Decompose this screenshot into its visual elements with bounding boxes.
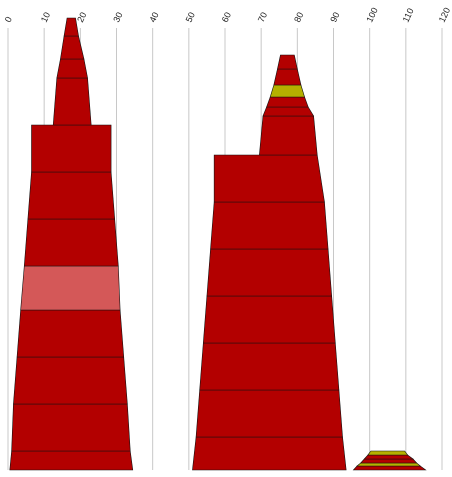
stack-2-layer-4	[202, 295, 336, 344]
x-tick-labels: 0 10 20 30 40 50 60 70 80 90 100 110 120	[3, 6, 452, 24]
stack-2-layer-12	[273, 68, 302, 86]
x-tick-label: 100	[364, 6, 379, 24]
stack-2-layer-8	[259, 115, 318, 156]
stack-3-layer-3	[359, 458, 418, 464]
stack-1-layer-1	[9, 450, 134, 471]
x-tick-label: 120	[437, 6, 452, 24]
stack-1-layer-8	[31, 124, 112, 173]
x-tick-label: 20	[75, 11, 88, 24]
stack-1-layer-7	[27, 171, 116, 220]
x-tick-label: 60	[220, 11, 233, 24]
stacks	[9, 17, 427, 471]
stack-1-layer-10	[56, 58, 88, 79]
x-tick-label: 70	[256, 11, 269, 24]
stack-3-layer-2	[356, 462, 422, 467]
stack-2-layer-13	[277, 54, 298, 70]
x-tick-label: 40	[147, 11, 160, 24]
stack-2-layer-7	[213, 154, 325, 203]
x-tick-label: 90	[328, 11, 341, 24]
stack-2-layer-3	[199, 342, 340, 391]
stack-1-layer-12	[63, 17, 79, 37]
stack-2-layer-9	[262, 106, 315, 117]
stack-2-layer-5	[206, 248, 333, 297]
stack-2-layer-10	[266, 96, 309, 108]
stack-3-layer-1	[352, 465, 427, 471]
stack-2-layer-11	[269, 84, 305, 98]
stack-1-layer-2	[11, 403, 131, 452]
stack-1-layer-3	[13, 356, 128, 405]
stack-3-layer-5	[367, 450, 409, 456]
stack-1-layer-6	[23, 218, 119, 267]
x-tick-label: 0	[3, 15, 14, 24]
x-tick-label: 80	[292, 11, 305, 24]
stack-1	[9, 17, 134, 471]
x-tick-label: 10	[39, 11, 52, 24]
x-tick-label: 30	[111, 11, 124, 24]
stack-2-layer-2	[195, 389, 343, 438]
stack-2-layer-6	[210, 201, 329, 250]
stack-2	[192, 54, 347, 471]
x-tick-label: 110	[401, 7, 416, 24]
stack-3-layer-4	[363, 454, 414, 460]
stack-3	[352, 450, 427, 471]
stack-1-layer-9	[52, 77, 92, 126]
x-tick-label: 50	[184, 11, 197, 24]
stack-1-layer-5	[20, 265, 121, 311]
stack-1-layer-4	[16, 309, 125, 358]
stack-2-layer-1	[192, 436, 347, 471]
